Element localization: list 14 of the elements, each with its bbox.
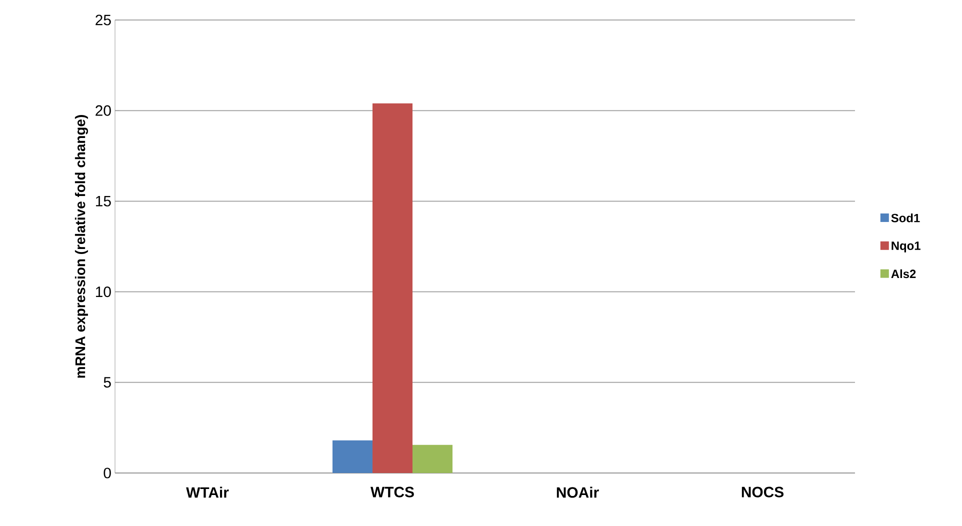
legend-label: Sod1 bbox=[891, 214, 920, 222]
y-tick-label: 10 bbox=[96, 286, 111, 298]
legend-label: Als2 bbox=[891, 269, 916, 278]
legend-label: Nqo1 bbox=[892, 242, 920, 252]
x-tick-label: NOAir bbox=[556, 486, 599, 498]
x-tick-label: WTAir bbox=[186, 486, 229, 498]
x-tick-label: WTCS bbox=[370, 486, 414, 498]
x-tick-label: NOCS bbox=[742, 486, 784, 498]
y-tick-label: 25 bbox=[96, 14, 111, 26]
y-axis-title: mRNA expression (relative fold change) bbox=[74, 115, 88, 378]
y-tick-label: 20 bbox=[96, 105, 111, 116]
y-tick-label: 5 bbox=[104, 377, 111, 388]
y-tick-label: 15 bbox=[96, 196, 111, 206]
y-tick-label: 0 bbox=[104, 468, 111, 478]
